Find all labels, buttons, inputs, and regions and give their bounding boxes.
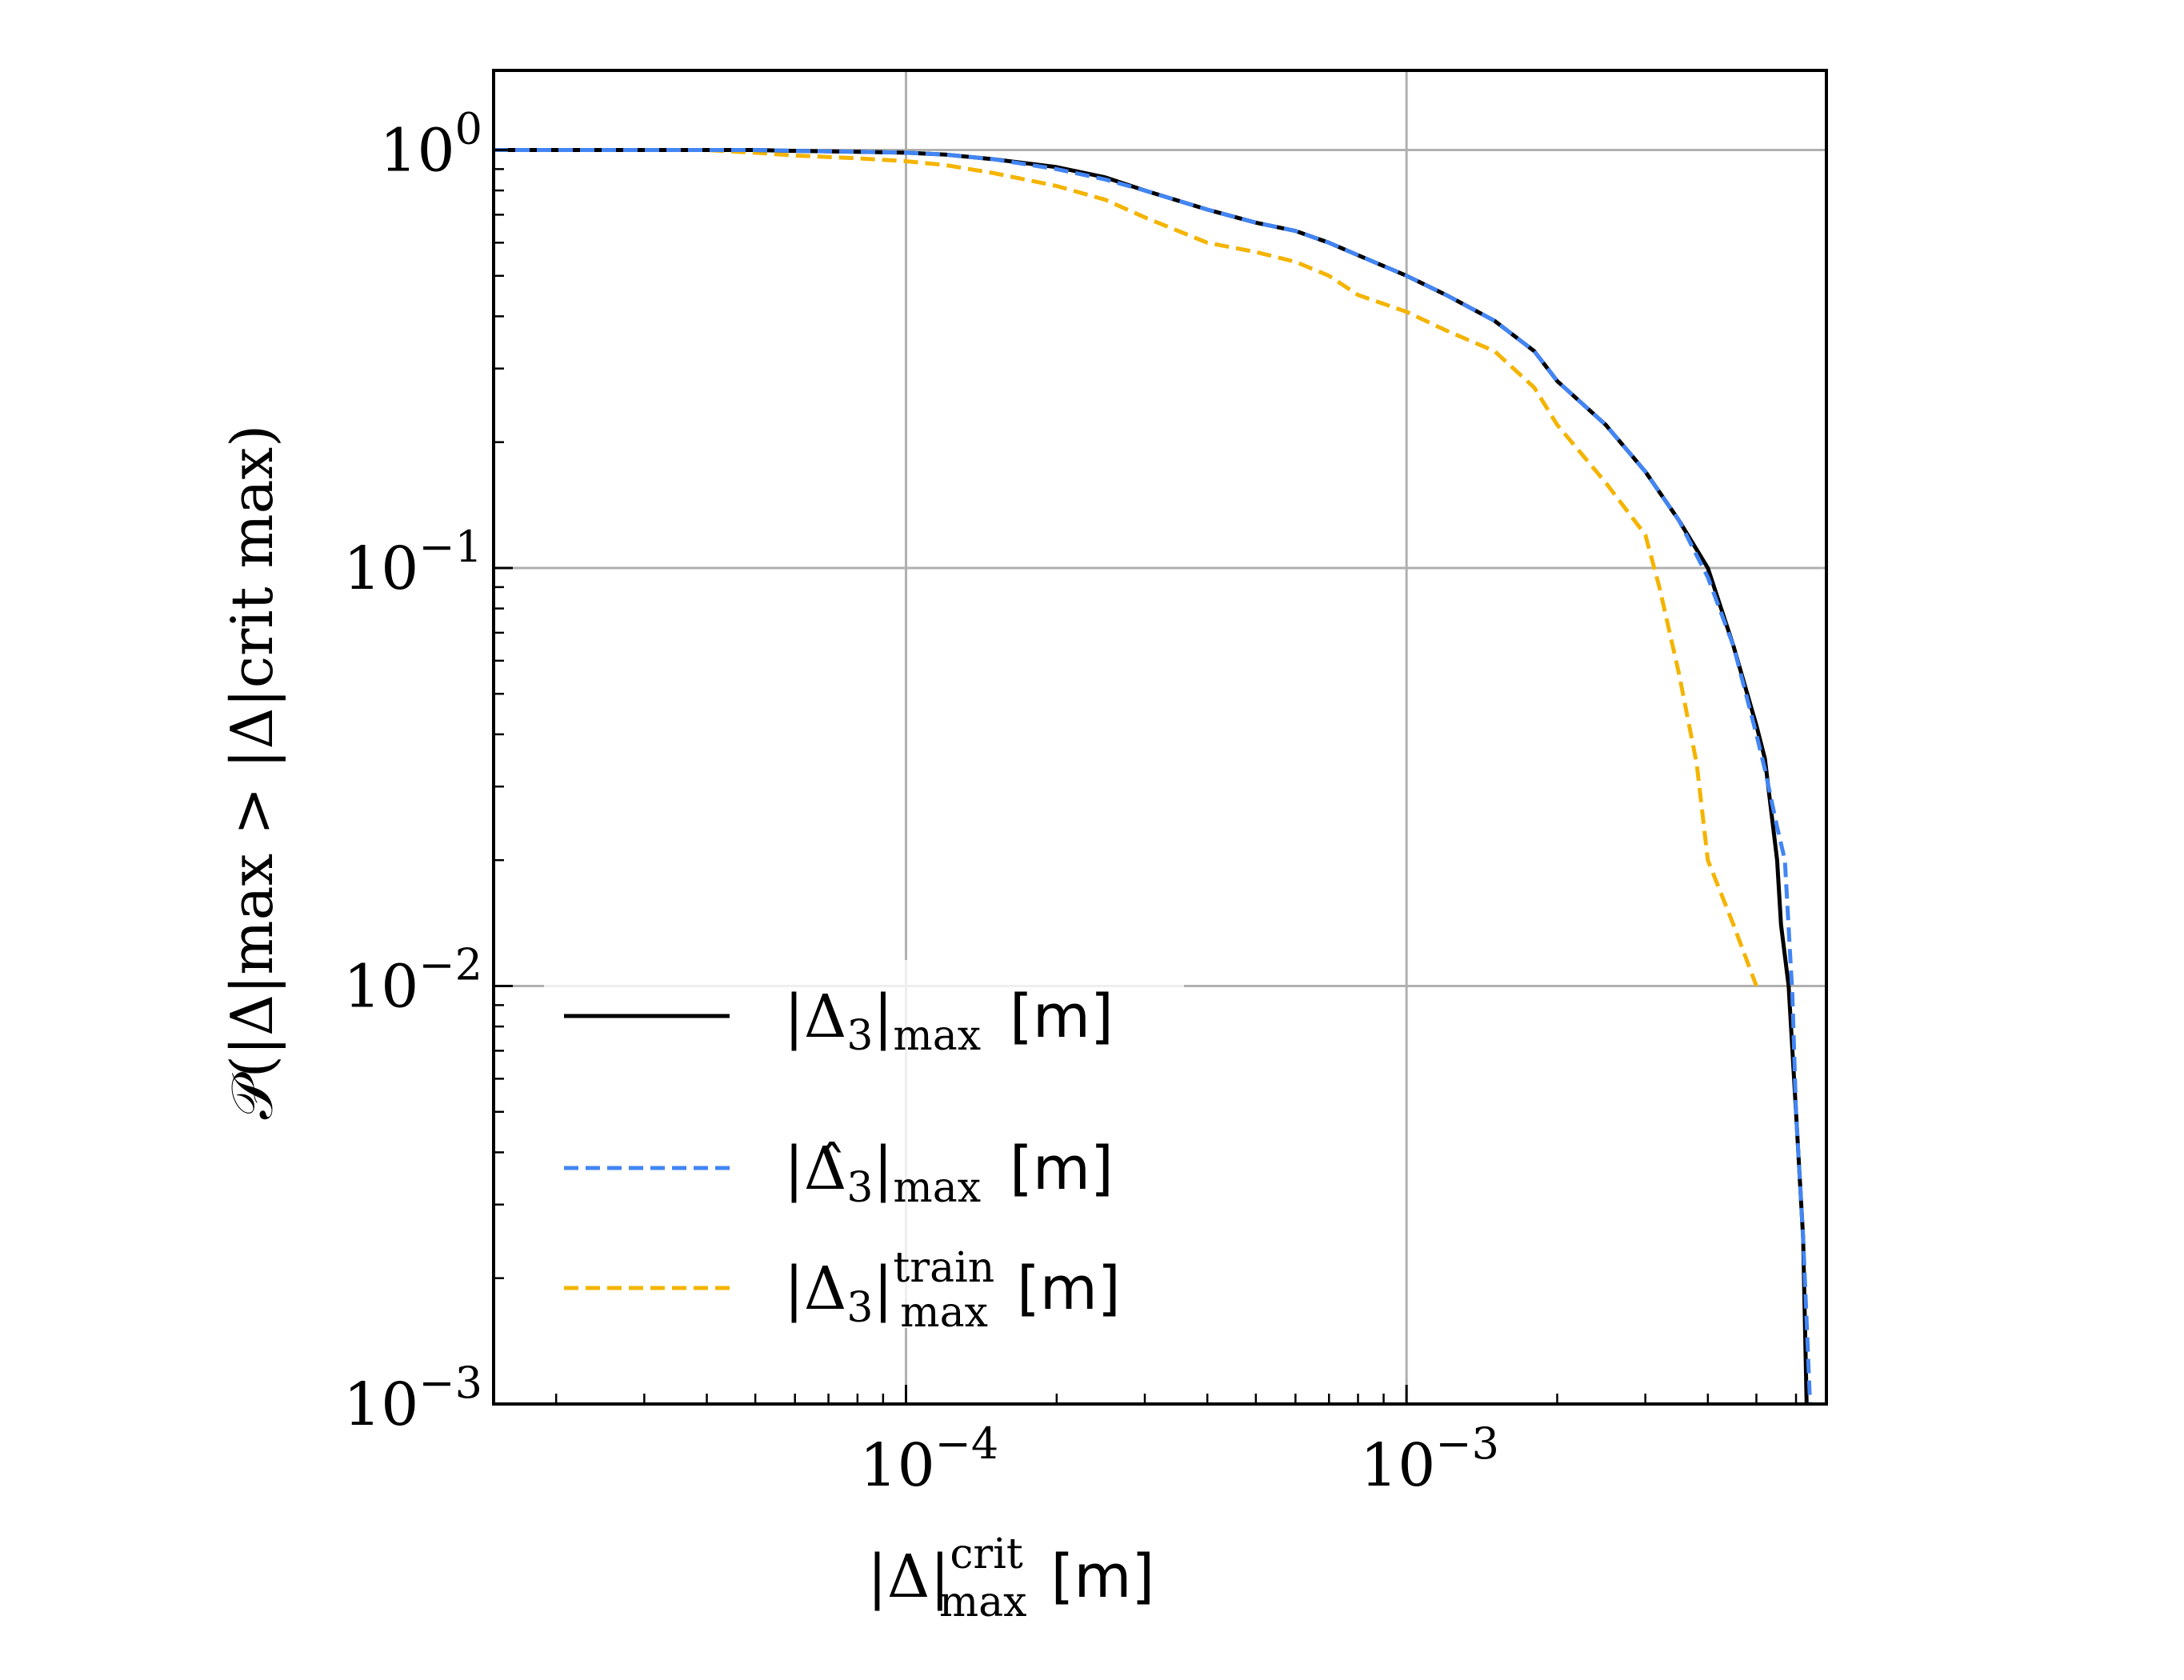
y-tick-label-exponent: −1 [418,522,482,572]
y-axis-label: 𝒫(|Δ|max > |Δ|crit max) [218,425,286,1119]
y-tick-label-exponent: −2 [418,939,482,990]
y-tick-label: 10−1 [343,522,482,603]
series-line-1 [494,148,1813,1405]
y-tick-label: 10−3 [343,1358,482,1439]
x-tick-label-exponent: −3 [1435,1418,1499,1469]
x-tick-label-base: 10 [859,1431,934,1500]
legend-label-unit: [m] [1017,1254,1121,1323]
legend-label-0: |Δ3|max [m] [784,982,1114,1060]
y-tick-label-exponent: −3 [418,1358,482,1408]
y-tick-label-exponent: 0 [455,103,482,154]
x-axis-label-sup: crit [950,1530,1023,1578]
legend-label-sub-max: max [900,1289,988,1337]
x-axis-label-sub: max [939,1578,1027,1626]
legend-label-unit: [m] [1010,1134,1114,1203]
y-tick-label: 100 [379,103,482,185]
major-ticks [494,148,1408,1406]
legend-label-superscript: train [893,1244,994,1292]
y-tick-label: 10−2 [343,939,482,1021]
legend-label-bar: | [873,1134,893,1203]
legend-label-main: |Δ [784,982,846,1051]
legend-label-sub-max: max [893,1012,981,1060]
y-tick-label-base: 10 [343,1370,418,1439]
y-tick-label-base: 10 [343,952,418,1021]
series-line-2 [494,148,1758,987]
x-axis-label-main: |Δ| [867,1542,950,1611]
legend-label-subscript: 3 [846,1164,873,1212]
legend-label-bar: | [873,982,893,1051]
minor-ticks [494,168,1798,1404]
legend-label-sub-max: max [893,1164,981,1212]
legend: |Δ3|max [m]|Δ̂3|max [m]|Δ3|train max [m] [564,982,1121,1337]
legend-label-subscript: 3 [846,1012,873,1060]
plot-frame [492,69,1828,1406]
legend-label-subscript: 3 [846,1284,873,1332]
legend-label-main: |Δ [784,1254,846,1323]
legend-frame [544,960,1184,1328]
y-tick-label-base: 10 [379,116,454,185]
legend-label-1: |Δ̂3|max [m] [784,1134,1114,1212]
x-tick-label-exponent: −4 [935,1418,999,1469]
x-tick-label-base: 10 [1360,1431,1435,1500]
y-tick-label-base: 10 [343,534,418,603]
x-axis-label-unit: [m] [1050,1542,1154,1611]
x-tick-label: 10−4 [859,1418,998,1500]
legend-label-bar: | [873,1254,893,1323]
legend-label-2: |Δ3|train max [m] [784,1244,1121,1337]
legend-label-unit: [m] [1010,982,1114,1051]
series-layer [494,148,1813,1405]
x-tick-label: 10−3 [1360,1418,1499,1500]
x-axis-label: |Δ|crit max [m] [867,1530,1154,1626]
legend-label-main: |Δ̂ [784,1134,846,1203]
